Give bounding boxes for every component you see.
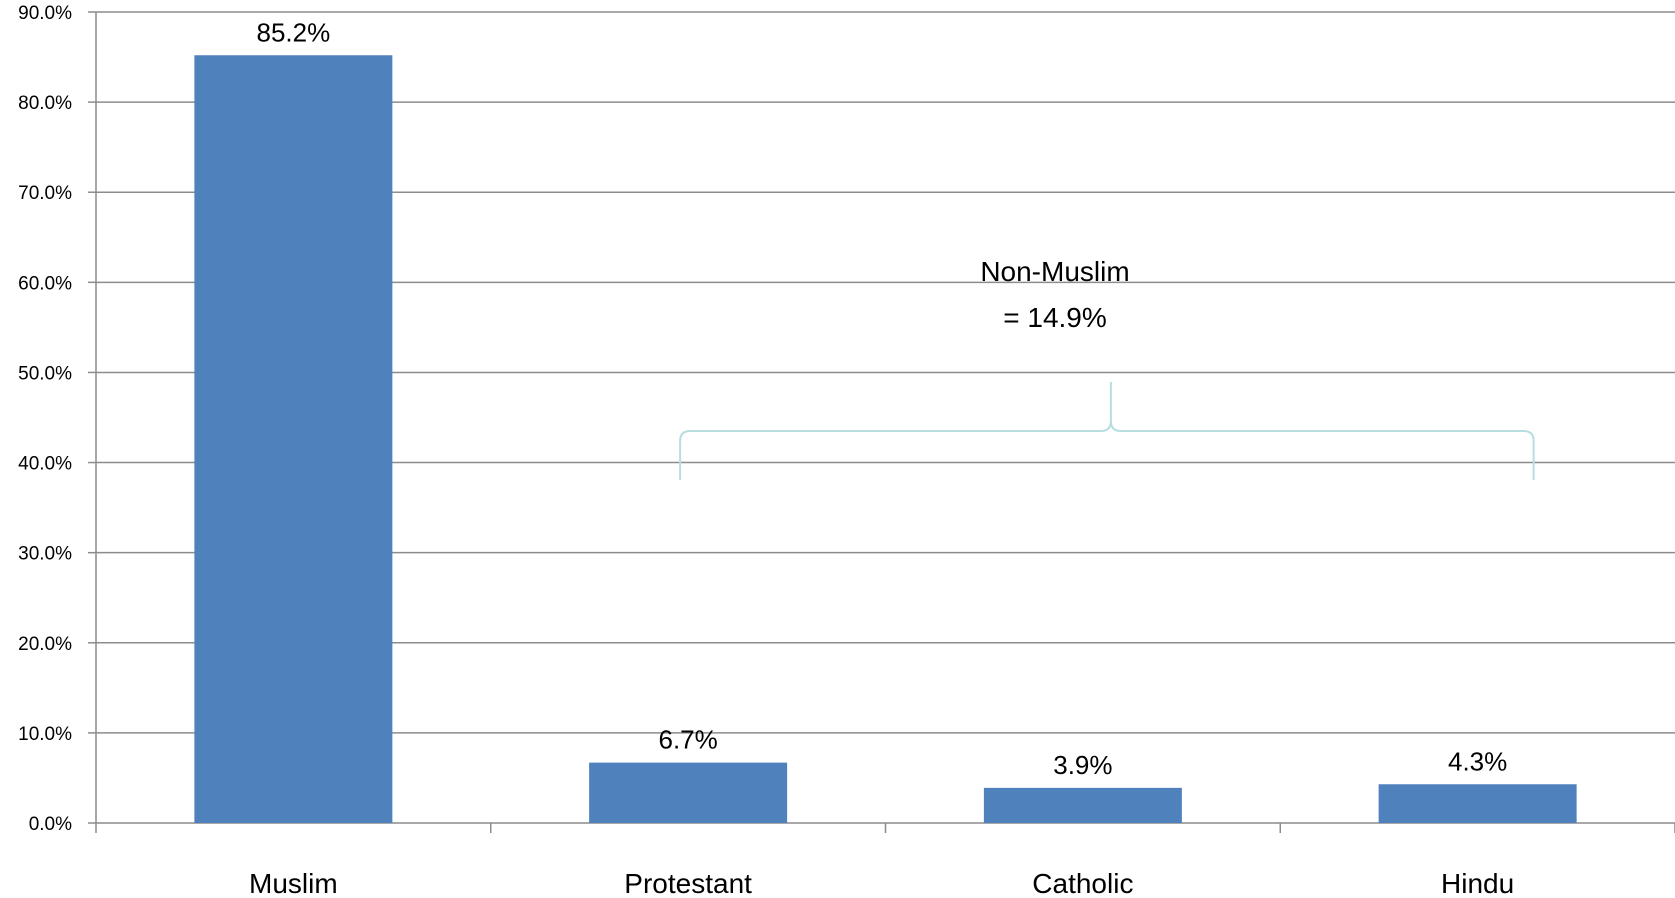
y-tick-label: 50.0% <box>18 363 72 384</box>
bar-muslim <box>194 55 393 823</box>
annotation: Non-Muslim = 14.9% <box>679 256 1535 480</box>
non-muslim-brace <box>679 382 1535 480</box>
bars <box>194 55 1577 823</box>
y-tick-label: 90.0% <box>18 3 72 24</box>
data-label-muslim: 85.2% <box>257 17 331 47</box>
y-tick-label: 20.0% <box>18 634 72 655</box>
x-tick-label-catholic: Catholic <box>1032 868 1133 898</box>
y-tick-label: 10.0% <box>18 724 72 745</box>
y-tick-label: 40.0% <box>18 454 72 475</box>
annotation-line2: = 14.9% <box>1003 302 1107 333</box>
y-tick-label: 60.0% <box>18 273 72 294</box>
x-tick-label-protestant: Protestant <box>624 868 752 898</box>
x-tick-label-hindu: Hindu <box>1441 868 1514 898</box>
labels: 0.0% 10.0% 20.0% 30.0% 40.0% 50.0% 60.0% 70.0% 8… <box>18 3 1514 898</box>
x-tick-label-muslim: Muslim <box>249 868 338 898</box>
bar-protestant <box>589 762 788 823</box>
y-tick-label: 0.0% <box>29 814 72 835</box>
bar-catholic <box>983 787 1182 823</box>
y-tick-label: 80.0% <box>18 93 72 114</box>
data-label-hindu: 4.3% <box>1448 746 1507 776</box>
annotation-line1: Non-Muslim <box>980 256 1129 287</box>
y-tick-label: 70.0% <box>18 183 72 204</box>
data-label-catholic: 3.9% <box>1053 750 1112 780</box>
data-label-protestant: 6.7% <box>658 725 717 755</box>
bar-hindu <box>1378 784 1577 823</box>
y-tick-label: 30.0% <box>18 544 72 565</box>
